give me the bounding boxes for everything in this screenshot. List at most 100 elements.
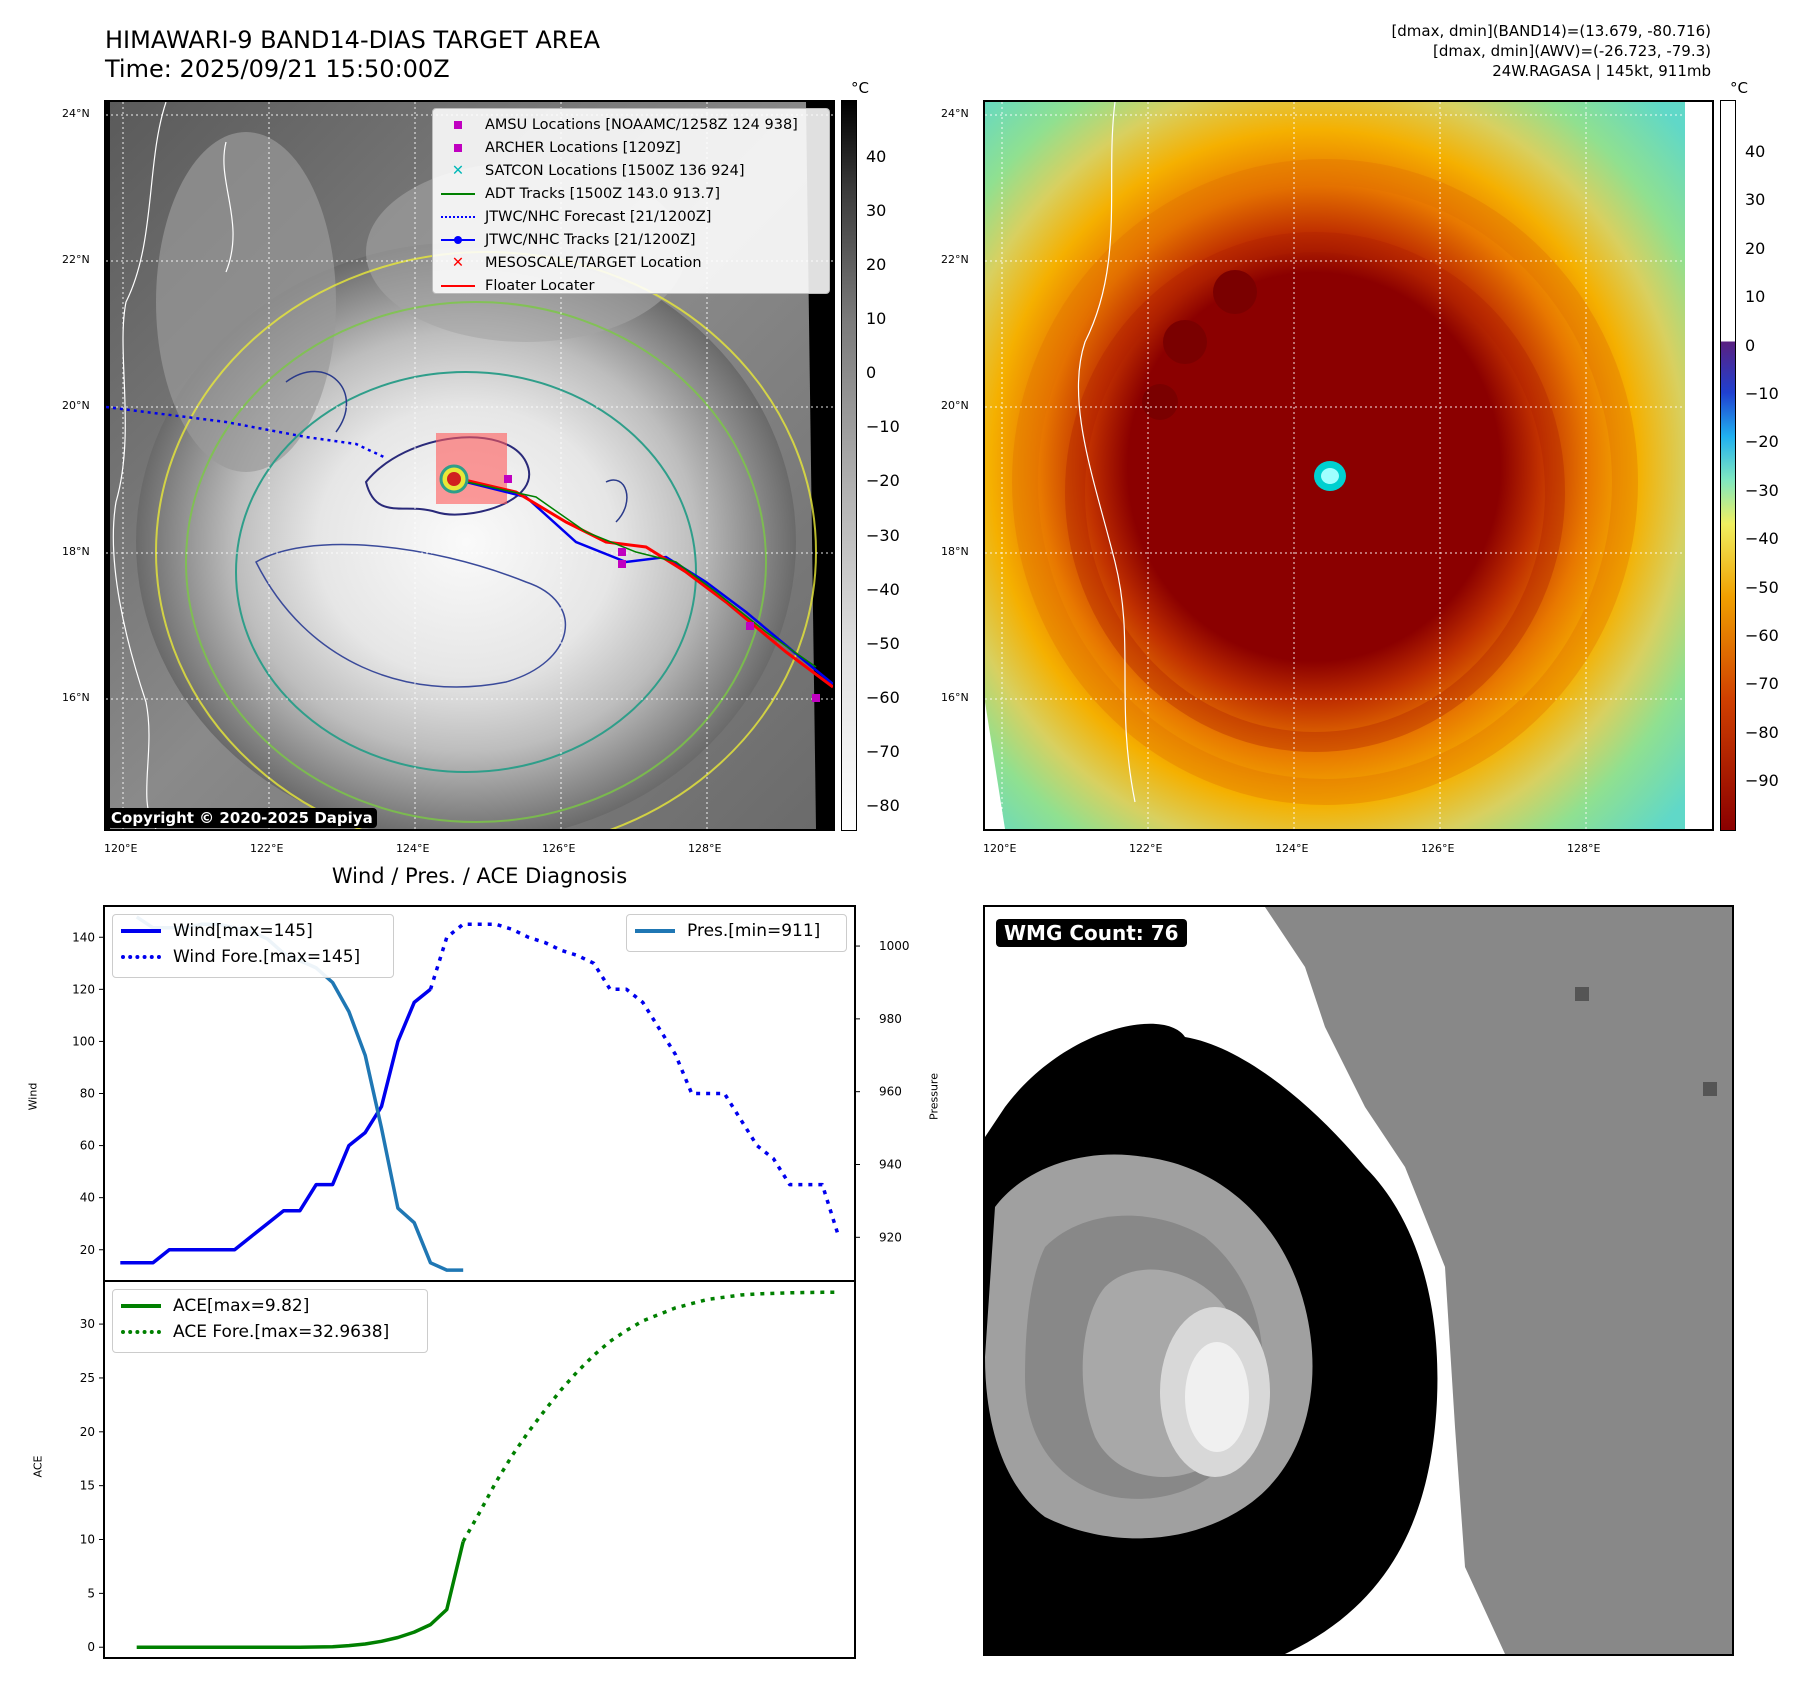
pressure-y-tick-label: 980 <box>879 1012 902 1026</box>
legend-mesoscale: MESOSCALE/TARGET Location <box>485 254 702 271</box>
dotted-line-icon <box>121 955 161 959</box>
ace-y-tick-label: 15 <box>80 1479 95 1493</box>
ir-lat-tick: 18°N <box>62 545 90 558</box>
awv-lat-tick: 20°N <box>941 399 969 412</box>
ir-colorbar <box>841 100 857 831</box>
wind-series-line-1 <box>428 922 841 1238</box>
ir-lon-tick: 124°E <box>396 842 430 855</box>
line-icon <box>441 186 475 202</box>
pressure-y-tick-label: 920 <box>879 1230 902 1244</box>
wmg-image <box>985 907 1717 1654</box>
awv-colorbar-tick: 30 <box>1745 190 1766 209</box>
awv-lat-tick: 16°N <box>941 691 969 704</box>
ir-lon-tick: 122°E <box>250 842 284 855</box>
ace-y-tick-label: 5 <box>87 1586 95 1600</box>
pressure-y-tick-label: 940 <box>879 1157 902 1171</box>
wind-y-tick-label: 80 <box>80 1087 95 1101</box>
line-icon <box>441 278 475 294</box>
pressure-axis-label: Pressure <box>927 1073 941 1120</box>
awv-lon-tick: 128°E <box>1567 842 1601 855</box>
ir-map-panel: AMSU Locations [NOAAMC/1258Z 124 938] AR… <box>104 100 835 831</box>
ir-colorbar-tick: −60 <box>866 688 900 707</box>
ir-colorbar-tick: 30 <box>866 201 887 220</box>
awv-colorbar-tick: −90 <box>1745 771 1779 790</box>
ir-colorbar-tick: −30 <box>866 526 900 545</box>
solid-line-icon <box>635 929 675 933</box>
pressure-y-tick-label: 960 <box>879 1085 902 1099</box>
ace-series-line-0 <box>136 1541 465 1649</box>
square-marker-icon <box>441 140 475 156</box>
wind-axis-label: Wind <box>26 1082 40 1111</box>
ir-colorbar-tick: −40 <box>866 580 900 599</box>
ir-colorbar-tick: −50 <box>866 634 900 653</box>
ace-axis-label: ACE <box>31 1455 45 1478</box>
ir-colorbar-tick: −10 <box>866 417 900 436</box>
wind-y-tick-label: 140 <box>72 930 95 944</box>
wind-y-tick-label: 60 <box>80 1139 95 1153</box>
legend-archer: ARCHER Locations [1209Z] <box>485 139 681 156</box>
awv-colorbar-tick: −50 <box>1745 578 1779 597</box>
ir-lat-tick: 24°N <box>62 107 90 120</box>
ir-colorbar-unit: °C <box>851 79 869 97</box>
ace-legend: ACE[max=9.82] ACE Fore.[max=32.9638] <box>112 1289 428 1353</box>
awv-map-image <box>985 102 1712 829</box>
awv-lon-tick: 124°E <box>1275 842 1309 855</box>
ir-lon-tick: 128°E <box>688 842 722 855</box>
ir-colorbar-tick: 40 <box>866 147 887 166</box>
dotted-line-icon <box>441 209 475 225</box>
ir-colorbar-tick: 0 <box>866 363 877 382</box>
main-title: HIMAWARI-9 BAND14-DIAS TARGET AREA <box>105 26 601 54</box>
legend-jtwc-forecast: JTWC/NHC Forecast [21/1200Z] <box>485 208 712 225</box>
legend-floater: Floater Locater <box>485 277 595 294</box>
diagnosis-title: Wind / Pres. / ACE Diagnosis <box>331 864 628 888</box>
awv-colorbar-tick: −10 <box>1745 384 1779 403</box>
awv-colorbar-tick: 10 <box>1745 287 1766 306</box>
wind-y-tick-label: 40 <box>80 1191 95 1205</box>
legend-jtwc-tracks: JTWC/NHC Tracks [21/1200Z] <box>485 231 696 248</box>
ace-y-tick-label: 0 <box>87 1640 95 1654</box>
legend-wind: Wind[max=145] <box>173 921 313 941</box>
awv-colorbar-tick: −40 <box>1745 529 1779 548</box>
ir-lat-tick: 22°N <box>62 253 90 266</box>
awv-colorbar <box>1720 100 1736 831</box>
wmg-panel: WMG Count: 76 <box>983 905 1734 1656</box>
ir-lon-tick: 120°E <box>104 842 138 855</box>
awv-lat-tick: 18°N <box>941 545 969 558</box>
awv-colorbar-tick: −60 <box>1745 626 1779 645</box>
storm-info: 24W.RAGASA | 145kt, 911mb <box>1492 62 1711 80</box>
legend-adt: ADT Tracks [1500Z 143.0 913.7] <box>485 185 721 202</box>
ir-lat-tick: 16°N <box>62 691 90 704</box>
awv-colorbar-tick: 0 <box>1745 336 1756 355</box>
legend-amsu: AMSU Locations [NOAAMC/1258Z 124 938] <box>485 116 798 133</box>
legend-ace: ACE[max=9.82] <box>173 1296 310 1316</box>
awv-lat-tick: 22°N <box>941 253 969 266</box>
square-marker-icon <box>441 117 475 133</box>
ir-lat-tick: 20°N <box>62 399 90 412</box>
awv-lat-tick: 24°N <box>941 107 969 120</box>
ir-map-legend: AMSU Locations [NOAAMC/1258Z 124 938] AR… <box>432 108 830 294</box>
awv-colorbar-tick: −30 <box>1745 481 1779 500</box>
ir-colorbar-tick: 20 <box>866 255 887 274</box>
ir-lon-tick: 126°E <box>542 842 576 855</box>
ace-y-tick-label: 30 <box>80 1317 95 1331</box>
legend-wind-forecast: Wind Fore.[max=145] <box>173 947 361 967</box>
wind-legend: Wind[max=145] Wind Fore.[max=145] <box>112 914 394 978</box>
line-dot-icon <box>441 232 475 248</box>
ace-series-line-1 <box>461 1290 839 1543</box>
x-marker-icon: ✕ <box>451 254 465 271</box>
pressure-legend: Pres.[min=911] <box>626 914 847 952</box>
awv-colorbar-unit: °C <box>1730 79 1748 97</box>
awv-lon-tick: 120°E <box>983 842 1017 855</box>
legend-pressure: Pres.[min=911] <box>687 921 821 941</box>
wind-y-tick-label: 120 <box>72 982 95 996</box>
ir-colorbar-tick: −20 <box>866 471 900 490</box>
ace-y-tick-label: 20 <box>80 1425 95 1439</box>
awv-colorbar-tick: −70 <box>1745 674 1779 693</box>
x-marker-icon: ✕ <box>451 162 465 179</box>
ir-colorbar-tick: 10 <box>866 309 887 328</box>
solid-line-icon <box>121 929 161 933</box>
legend-ace-forecast: ACE Fore.[max=32.9638] <box>173 1322 390 1342</box>
dotted-line-icon <box>121 1330 161 1334</box>
ace-y-tick-label: 25 <box>80 1371 95 1385</box>
pressure-y-tick-label: 1000 <box>879 939 910 953</box>
